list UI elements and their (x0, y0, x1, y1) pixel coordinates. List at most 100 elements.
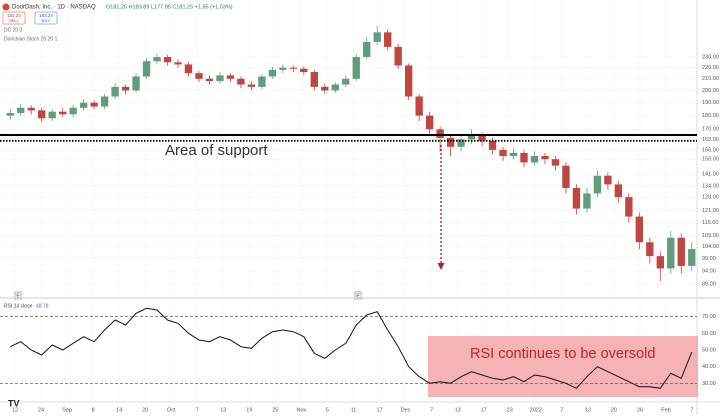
candle-body (394, 46, 402, 66)
candle-body (478, 134, 486, 141)
candle-body (562, 165, 570, 188)
candle-body (604, 175, 612, 185)
rsi-line (9, 307, 693, 389)
candle-body (614, 184, 623, 198)
x-tick-label: 5 (326, 407, 329, 413)
rsi-annotation: RSI continues to be oversold (470, 346, 655, 362)
x-tick-label: 7 (196, 407, 199, 413)
x-tick-label: 24 (38, 407, 44, 413)
x-tick-label: 26 (637, 407, 643, 413)
candle-body (226, 75, 235, 79)
candle-body (48, 111, 56, 119)
y-tick-label: 230.00 (702, 54, 719, 60)
x-tick-label: 14 (116, 407, 122, 413)
candle-body (38, 110, 46, 119)
y-tick-label: 141.00 (702, 171, 719, 177)
y-tick-label: 50.00 (702, 347, 716, 353)
candle-body (69, 107, 77, 115)
candle-body (446, 137, 455, 147)
y-tick-label: 220.00 (702, 65, 719, 71)
support-annotation: Area of support (165, 142, 268, 159)
x-tick-label: 12 (12, 407, 18, 413)
rsi-label: RSI 14 close (4, 303, 33, 309)
y-tick-label: 128.00 (702, 195, 719, 201)
buy-label: BUY (42, 18, 51, 23)
candle-body (499, 149, 507, 157)
indicator-label: Donchian Stoch 20 20 1 (4, 36, 58, 42)
y-tick-label: 163.00 (702, 137, 719, 143)
ohlc: O181.25 H183.89 L177.95 C181.25 +1.85 (+… (106, 4, 233, 10)
candle-body (268, 69, 277, 77)
x-tick-label: 2022 (530, 407, 542, 413)
candle-body (404, 65, 413, 97)
candle-body (100, 96, 109, 107)
y-tick-label: 109.00 (702, 233, 719, 239)
logo (2, 3, 10, 11)
candle-body (415, 96, 423, 116)
candle-body (436, 129, 444, 138)
candle-body (27, 107, 35, 111)
candle-body (331, 84, 339, 91)
y-tick-label: 190.00 (702, 100, 719, 106)
y-tick-label: 104.00 (702, 244, 719, 250)
candle-body (289, 67, 298, 69)
sell-button[interactable] (2, 11, 26, 25)
candle-body (205, 78, 214, 82)
x-tick-label: Feb (661, 407, 670, 413)
candle-body (625, 197, 633, 217)
candle-body (321, 86, 329, 91)
candle-body (509, 152, 518, 157)
candle-body (237, 78, 245, 85)
candle-body (572, 187, 581, 209)
candle-body (488, 140, 497, 150)
x-tick-label: 20 (142, 407, 148, 413)
candle-body (6, 112, 14, 116)
buy-price: 183.24 (39, 13, 53, 18)
candle-body (384, 32, 392, 47)
x-tick-label: 19 (246, 407, 252, 413)
candle-body (425, 115, 434, 130)
y-tick-label: 60.00 (702, 331, 716, 337)
sell-price: 181.24 (7, 13, 21, 18)
sell-label: SELL (9, 18, 20, 23)
candle-body (363, 41, 371, 58)
y-tick-label: 40.00 (702, 364, 716, 370)
x-tick-label: Oct (167, 407, 176, 413)
candle-body (593, 175, 602, 194)
candle-body (352, 57, 360, 79)
x-tick-label: Dec (401, 407, 411, 413)
y-tick-label: 30.00 (702, 381, 716, 387)
candle-body (90, 102, 98, 107)
x-tick-label: 7 (560, 407, 563, 413)
candle-body (142, 61, 151, 77)
candle-body (153, 57, 161, 62)
y-tick-label: 150.00 (702, 157, 719, 163)
earnings-badge[interactable] (354, 291, 362, 300)
y-tick-label: 115.00 (702, 220, 718, 226)
tv-logo: TV (8, 398, 20, 408)
x-tick-label: 13 (455, 407, 461, 413)
candle-body (541, 156, 549, 160)
candle-body (111, 86, 119, 97)
buy-button[interactable] (34, 11, 58, 25)
candle-body (667, 237, 675, 269)
candle-body (583, 193, 591, 209)
candle-body (258, 76, 266, 87)
candle-body (163, 57, 172, 63)
candle-body (656, 256, 664, 269)
y-tick-label: 94.00 (702, 268, 716, 274)
x-tick-label: 17 (481, 407, 487, 413)
candle-body (184, 64, 193, 74)
earnings-badge[interactable] (14, 291, 22, 300)
x-tick-label: 13 (220, 407, 226, 413)
x-tick-label: Nov (297, 407, 307, 413)
y-tick-label: 134.00 (702, 184, 719, 190)
x-tick-label: 20 (611, 407, 617, 413)
y-tick-label: 121.00 (702, 208, 719, 214)
candle-body (688, 249, 696, 266)
y-tick-label: 70.00 (702, 314, 716, 320)
x-tick-label: 8 (92, 407, 95, 413)
symbol: DoorDash, Inc. · 1D · NASDAQ (12, 5, 96, 11)
candle-body (457, 139, 465, 147)
